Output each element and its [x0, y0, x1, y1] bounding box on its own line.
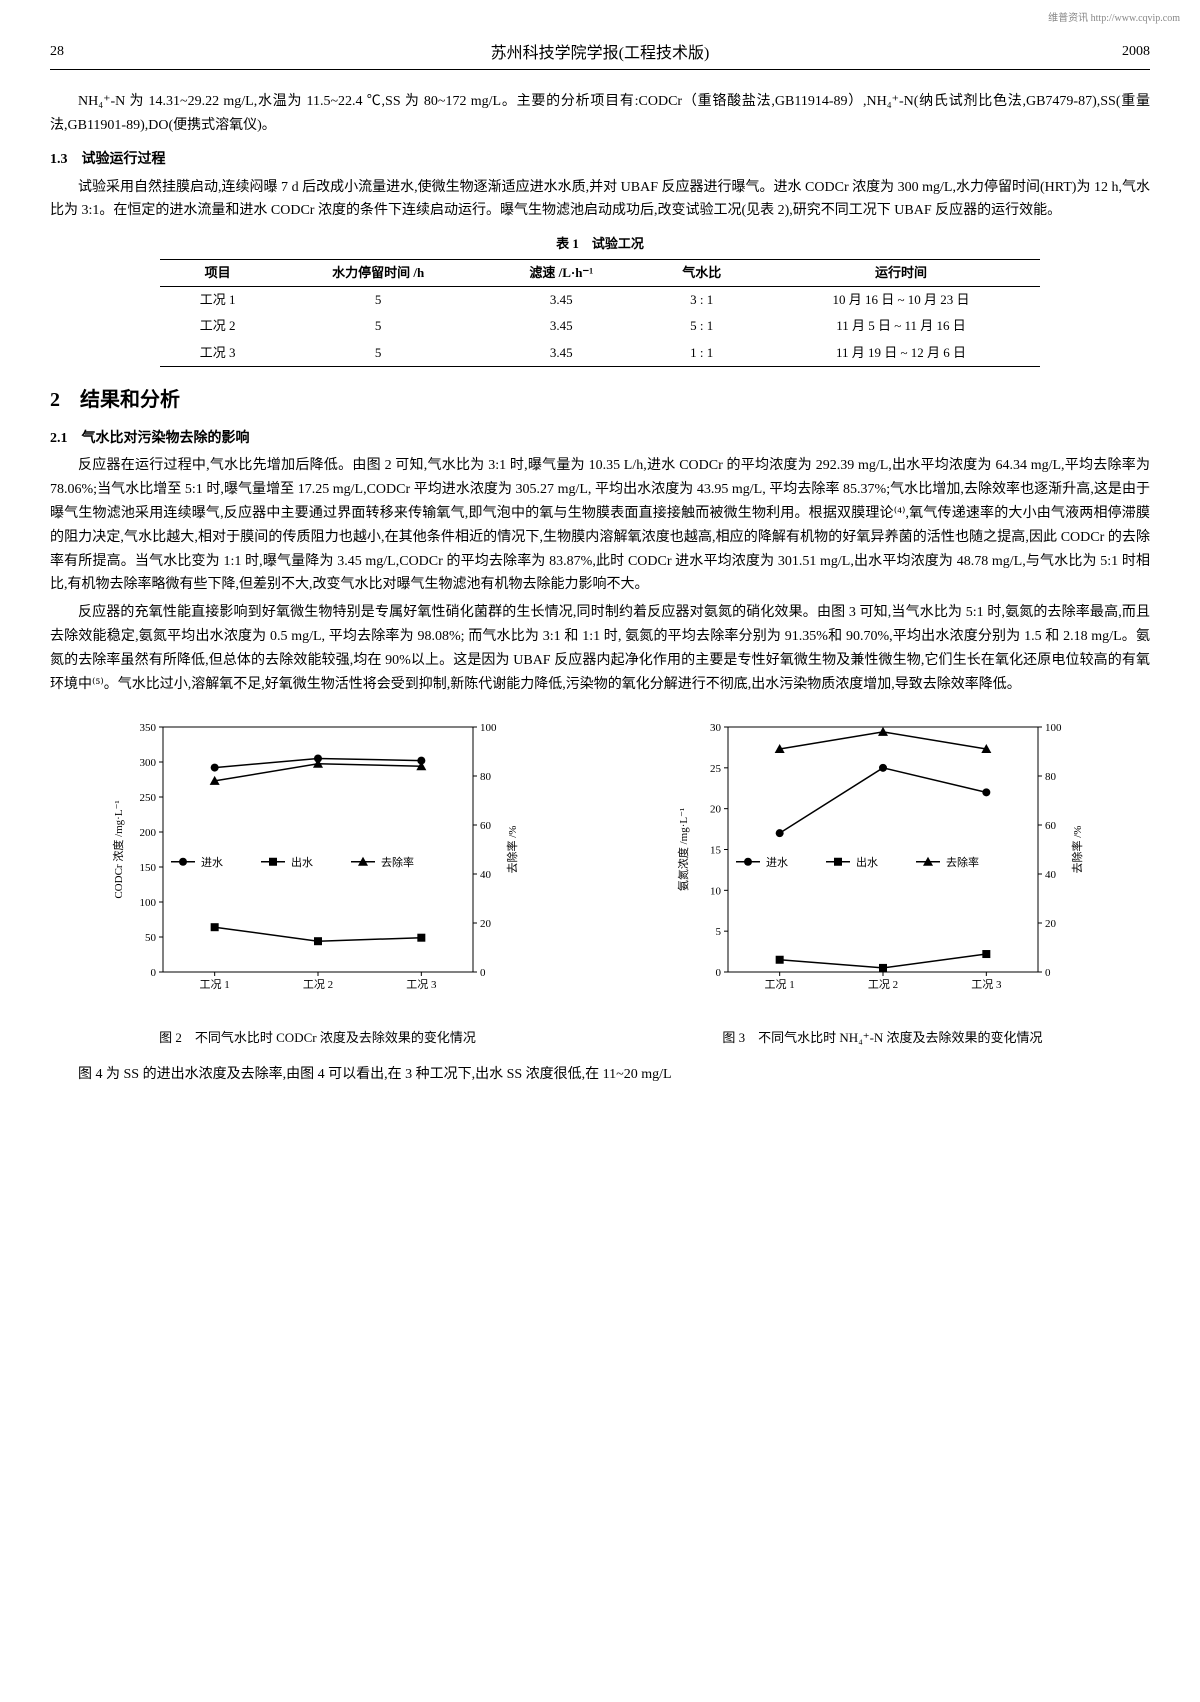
table-row: 工况 253.455 : 111 月 5 日 ~ 11 月 16 日: [160, 313, 1040, 339]
table-1-header-row: 项目 水力停留时间 /h 滤速 /L·h⁻¹ 气水比 运行时间: [160, 260, 1040, 287]
chart-3: 0 5 10 15 20 25 30 0 20 40 60 80 100 氨氮浓度 /mg·L⁻¹ 去除率 …: [673, 712, 1093, 1012]
section-1-3-paragraph: 试验采用自然挂膜启动,连续闷曝 7 d 后改成小流量进水,使微生物逐渐适应进水水…: [50, 176, 1150, 224]
svg-text:去除率: 去除率: [946, 855, 979, 869]
table-row: 工况 353.451 : 111 月 19 日 ~ 12 月 6 日: [160, 340, 1040, 367]
intro-paragraph: NH₄⁺-N 为 14.31~29.22 mg/L,水温为 11.5~22.4 …: [50, 90, 1150, 138]
svg-text:工况 1: 工况 1: [199, 978, 229, 991]
svg-text:工况 2: 工况 2: [867, 978, 897, 991]
chart-3-block: 0 5 10 15 20 25 30 0 20 40 60 80 100 氨氮浓度 /mg·L⁻¹ 去除率 …: [615, 712, 1150, 1049]
svg-text:25: 25: [710, 763, 722, 775]
svg-text:工况 2: 工况 2: [302, 978, 332, 991]
svg-text:100: 100: [480, 722, 497, 734]
table-1-body: 工况 153.453 : 110 月 16 日 ~ 10 月 23 日 工况 2…: [160, 287, 1040, 366]
svg-text:40: 40: [480, 869, 492, 881]
table-col-4: 运行时间: [762, 260, 1040, 287]
svg-text:80: 80: [480, 771, 492, 783]
footer-paragraph: 图 4 为 SS 的进出水浓度及去除率,由图 4 可以看出,在 3 种工况下,出…: [50, 1063, 1150, 1087]
svg-text:250: 250: [139, 792, 156, 804]
svg-text:工况 3: 工况 3: [971, 978, 1002, 991]
section-2-1-p2: 反应器的充氧性能直接影响到好氧微生物特别是专属好氧性硝化菌群的生长情况,同时制约…: [50, 601, 1150, 696]
svg-text:去除率 /%: 去除率 /%: [505, 826, 519, 874]
table-col-2: 滤速 /L·h⁻¹: [481, 260, 641, 287]
table-row: 工况 153.453 : 110 月 16 日 ~ 10 月 23 日: [160, 287, 1040, 314]
svg-text:300: 300: [139, 757, 156, 769]
section-2-1-p1: 反应器在运行过程中,气水比先增加后降低。由图 2 可知,气水比为 3:1 时,曝…: [50, 454, 1150, 597]
journal-title: 苏州科技学院学报(工程技术版): [110, 40, 1090, 67]
svg-text:60: 60: [1045, 820, 1057, 832]
charts-row: 050100150200250300350020406080100CODCr 浓…: [50, 712, 1150, 1049]
svg-text:工况 1: 工况 1: [764, 978, 794, 991]
table-col-3: 气水比: [641, 260, 762, 287]
table-col-0: 项目: [160, 260, 275, 287]
svg-text:0: 0: [150, 967, 156, 979]
section-2-1-title: 2.1 气水比对污染物去除的影响: [50, 427, 1150, 451]
svg-text:进水: 进水: [201, 856, 223, 869]
svg-text:80: 80: [1045, 771, 1057, 783]
svg-text:出水: 出水: [856, 855, 878, 869]
svg-text:CODCr 浓度 /mg·L⁻¹: CODCr 浓度 /mg·L⁻¹: [111, 801, 125, 899]
svg-text:去除率: 去除率: [381, 855, 414, 869]
svg-text:出水: 出水: [291, 855, 313, 869]
svg-text:150: 150: [139, 862, 156, 874]
page-header: 28 苏州科技学院学报(工程技术版) 2008: [50, 40, 1150, 70]
svg-text:氨氮浓度 /mg·L⁻¹: 氨氮浓度 /mg·L⁻¹: [676, 808, 690, 891]
chart-2: 0 50 100 150 200 250 300 350 0 20 40 60 80 100 CODCr 浓…: [108, 712, 528, 1012]
svg-text:去除率 /%: 去除率 /%: [1070, 826, 1084, 874]
svg-text:进水: 进水: [766, 856, 788, 869]
watermark: 维普资讯 http://www.cqvip.com: [1048, 10, 1180, 27]
svg-text:15: 15: [710, 845, 722, 857]
svg-text:工况 3: 工况 3: [406, 978, 437, 991]
table-col-1: 水力停留时间 /h: [275, 260, 481, 287]
svg-text:20: 20: [480, 918, 492, 930]
svg-text:20: 20: [710, 804, 722, 816]
chart-2-block: 0 50 100 150 200 250 300 350 0 20 40 60 80 100 CODCr 浓…: [50, 712, 585, 1049]
table-1-caption: 表 1 试验工况: [160, 229, 1040, 259]
svg-text:50: 50: [145, 932, 157, 944]
svg-text:0: 0: [715, 967, 721, 979]
section-1-3-title: 1.3 试验运行过程: [50, 148, 1150, 172]
page-number: 28: [50, 40, 110, 67]
svg-text:5: 5: [715, 927, 721, 939]
svg-text:60: 60: [480, 820, 492, 832]
year: 2008: [1090, 40, 1150, 67]
chart-3-caption: 图 3 不同气水比时 NH₄⁺-N 浓度及去除效果的变化情况: [615, 1027, 1150, 1049]
svg-text:10: 10: [710, 886, 722, 898]
svg-text:20: 20: [1045, 918, 1057, 930]
svg-text:200: 200: [139, 827, 156, 839]
svg-text:0: 0: [480, 967, 486, 979]
svg-text:350: 350: [139, 722, 156, 734]
table-1: 表 1 试验工况 项目 水力停留时间 /h 滤速 /L·h⁻¹ 气水比 运行时间…: [160, 229, 1040, 366]
svg-text:0: 0: [1045, 967, 1051, 979]
svg-text:100: 100: [1045, 722, 1062, 734]
svg-text:40: 40: [1045, 869, 1057, 881]
section-2-title: 2 结果和分析: [50, 383, 1150, 417]
svg-text:30: 30: [710, 722, 722, 734]
chart-2-caption: 图 2 不同气水比时 CODCr 浓度及去除效果的变化情况: [50, 1027, 585, 1049]
svg-text:100: 100: [139, 897, 156, 909]
